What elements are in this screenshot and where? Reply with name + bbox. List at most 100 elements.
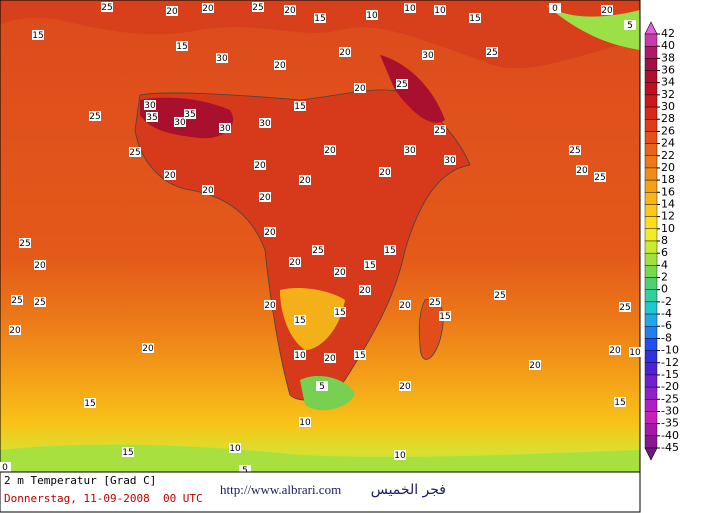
map-label: 15 xyxy=(334,308,345,318)
map-label: 25 xyxy=(34,298,45,308)
colorbar-segment xyxy=(644,82,658,96)
map-label-box xyxy=(294,101,306,111)
map-label: 30 xyxy=(404,146,416,156)
colorbar-label: 14 xyxy=(661,197,675,210)
map-label: 25 xyxy=(19,239,30,249)
map-label: 20 xyxy=(399,382,411,392)
map-label: 25 xyxy=(312,246,323,256)
map-label-box xyxy=(434,5,446,15)
map-label: 20 xyxy=(264,228,276,238)
colorbar-label: 4 xyxy=(661,258,668,271)
map-label-box xyxy=(11,295,23,305)
map-label-box xyxy=(469,13,481,23)
map-label: 30 xyxy=(216,54,228,64)
colorbar-label: 30 xyxy=(661,100,675,113)
map-label: 15 xyxy=(469,14,480,24)
map-label: 15 xyxy=(294,316,305,326)
map-label: 35 xyxy=(184,110,195,120)
map-label-box xyxy=(614,397,626,407)
map-label-box xyxy=(202,185,214,195)
map-label: 10 xyxy=(299,418,311,428)
map-label-box xyxy=(619,302,631,312)
map-label: 20 xyxy=(259,193,271,203)
colorbar-label: -20 xyxy=(661,380,679,393)
map-label-box xyxy=(32,30,44,40)
colorbar: 424038363432302826242220181614121086420-… xyxy=(644,21,679,461)
map-label: 20 xyxy=(34,261,46,271)
map-label-box xyxy=(494,290,506,300)
map-label-box xyxy=(144,100,156,110)
colorbar-label: 8 xyxy=(661,234,668,247)
map-label: 20 xyxy=(289,258,301,268)
colorbar-label: -25 xyxy=(661,392,679,405)
map-label-box xyxy=(334,307,346,317)
map-label-box xyxy=(364,260,376,270)
map-label-box xyxy=(166,6,178,16)
map-label-box xyxy=(264,300,276,310)
map-label: 30 xyxy=(219,124,231,134)
map-label-box xyxy=(34,297,46,307)
colorbar-segment xyxy=(644,192,658,205)
map-label: 10 xyxy=(366,11,378,21)
south-africa-cool-zone xyxy=(300,375,355,411)
map-label-box xyxy=(176,41,188,51)
colorbar-label: 6 xyxy=(661,246,668,259)
colorbar-segment xyxy=(644,326,658,339)
map-label: 10 xyxy=(404,4,416,14)
map-label-box xyxy=(259,118,271,128)
map-label: 15 xyxy=(364,261,375,271)
map-label: 25 xyxy=(89,112,100,122)
map-label: 5 xyxy=(319,382,325,392)
colorbar-segment xyxy=(644,179,658,193)
map-label-box xyxy=(324,145,336,155)
map-label: 20 xyxy=(274,61,286,71)
colorbar-label: -40 xyxy=(661,429,679,442)
colorbar-segment xyxy=(644,435,658,449)
colorbar-segment xyxy=(644,301,658,315)
colorbar-label: 20 xyxy=(661,161,675,174)
map-label-box xyxy=(399,300,411,310)
map-label-box xyxy=(229,443,241,453)
map-label: 30 xyxy=(444,156,456,166)
map-label: 15 xyxy=(614,398,625,408)
map-label-box xyxy=(384,245,396,255)
colorbar-segment xyxy=(644,167,658,181)
map-label: 20 xyxy=(576,166,588,176)
map-label: 25 xyxy=(594,173,605,183)
colorbar-label: 10 xyxy=(661,222,675,235)
map-label: 20 xyxy=(142,344,154,354)
colorbar-segment xyxy=(644,204,658,217)
colorbar-segment xyxy=(644,58,658,71)
map-label-box xyxy=(354,350,366,360)
map-label-box xyxy=(594,172,606,182)
map-label: 20 xyxy=(339,48,351,58)
colorbar-label: 22 xyxy=(661,149,675,162)
colorbar-segment xyxy=(644,277,658,290)
colorbar-label: 38 xyxy=(661,51,675,64)
map-label: 25 xyxy=(11,296,22,306)
colorbar-segment xyxy=(644,155,658,169)
colorbar-label: -10 xyxy=(661,344,679,357)
map-label-box xyxy=(216,53,228,63)
colorbar-segment xyxy=(644,131,658,144)
map-label-box xyxy=(444,155,456,165)
colorbar-segment xyxy=(644,216,658,230)
map-label: 30 xyxy=(422,51,434,61)
map-label: 0 xyxy=(552,4,558,14)
map-label-box xyxy=(394,450,406,460)
map-label: 35 xyxy=(146,113,157,123)
map-label-box xyxy=(259,192,271,202)
map-label: 20 xyxy=(254,161,266,171)
colorbar-segment xyxy=(644,289,658,303)
map-label-box xyxy=(146,112,158,122)
map-label-box xyxy=(294,315,306,325)
map-label-box xyxy=(294,350,306,360)
map-label-box xyxy=(339,47,351,57)
colorbar-label: -35 xyxy=(661,417,679,430)
map-label-box xyxy=(316,381,328,391)
colorbar-label: 26 xyxy=(661,124,675,137)
map-label-box xyxy=(19,238,31,248)
map-label: 30 xyxy=(259,119,271,129)
map-label-box xyxy=(264,227,276,237)
colorbar-label: 2 xyxy=(661,271,668,284)
